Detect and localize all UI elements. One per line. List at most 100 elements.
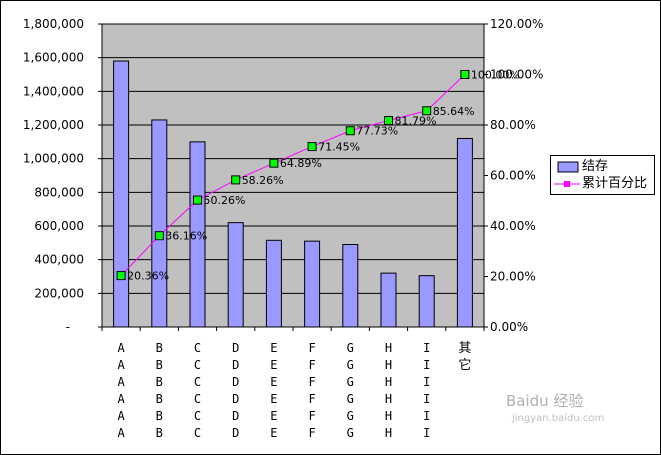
data-label: 50.26% (204, 194, 246, 207)
bar (418, 275, 435, 328)
bar (304, 240, 321, 328)
x-category-label: A (117, 358, 125, 372)
left-axis-tick-label: 800,000 (34, 185, 84, 199)
x-category-label: A (117, 409, 125, 423)
left-axis-tick-label: 1,000,000 (23, 152, 84, 166)
legend-item-cumulative: 累计百分比 (551, 175, 654, 193)
cumulative-marker (231, 175, 241, 185)
x-category-label: A (117, 392, 125, 406)
x-category-label: I (423, 426, 430, 440)
watermark-url: jingyan.baidu.com (512, 413, 605, 424)
x-category-label: F (308, 375, 315, 389)
x-category-label: C (194, 375, 201, 389)
x-category-label: D (232, 426, 239, 440)
legend-label-stock: 结存 (582, 159, 609, 174)
left-axis-tick-label: 200,000 (34, 286, 84, 300)
bar (189, 141, 206, 328)
x-category-label: H (385, 341, 392, 355)
x-category-label: I (423, 392, 430, 406)
x-category-label: D (232, 392, 239, 406)
right-axis-tick-label: 100.00% (490, 68, 543, 82)
x-category-label: I (423, 409, 430, 423)
left-axis-tick-label: 1,800,000 (23, 17, 84, 31)
legend-label-cumulative: 累计百分比 (582, 176, 648, 191)
x-category-label: 它 (458, 357, 471, 373)
bar (342, 244, 359, 328)
x-category-label: E (270, 358, 277, 372)
x-category-label: G (347, 375, 354, 389)
bar (113, 60, 130, 328)
cumulative-marker (345, 126, 355, 136)
data-label: 36.16% (165, 230, 207, 243)
data-label: 20.36% (127, 270, 169, 283)
bar (456, 137, 473, 328)
data-label: 58.26% (242, 174, 284, 187)
x-category-label: B (156, 426, 163, 440)
left-axis-tick-label: 600,000 (34, 219, 84, 233)
data-label: 77.73% (356, 125, 398, 138)
right-axis-tick-label: 20.00% (490, 270, 536, 284)
x-category-label: F (308, 392, 315, 406)
cumulative-marker (307, 142, 317, 152)
cumulative-marker (460, 70, 470, 79)
x-category-label: C (194, 409, 201, 423)
x-category-label: G (347, 358, 354, 372)
watermark: Baidu 经验 jingyan.baidu.com (506, 392, 604, 428)
left-axis-tick-label: 400,000 (34, 253, 84, 267)
x-category-label: F (308, 426, 315, 440)
x-category-label: B (156, 392, 163, 406)
x-category-label: C (194, 358, 201, 372)
x-category-label: A (117, 375, 125, 389)
x-category-label: C (194, 426, 201, 440)
x-category-label: B (156, 341, 163, 355)
x-category-label: E (270, 409, 277, 423)
left-axis-tick-label: 1,400,000 (23, 84, 84, 98)
data-label: 71.45% (318, 141, 360, 154)
cumulative-marker (269, 158, 279, 168)
x-category-label: E (270, 426, 277, 440)
watermark-logo-text: Baidu 经验 (506, 392, 584, 410)
left-axis-tick-label: 1,600,000 (23, 51, 84, 65)
x-category-label: A (117, 341, 125, 355)
cumulative-marker (116, 271, 126, 281)
legend-line-swatch (554, 181, 580, 187)
bar (151, 119, 168, 328)
x-category-label: H (385, 358, 392, 372)
x-category-label: I (423, 375, 430, 389)
x-category-label: F (308, 341, 315, 355)
right-axis-tick-label: 80.00% (490, 118, 536, 132)
data-label: 100.00% (471, 69, 520, 82)
x-category-label: D (232, 358, 239, 372)
x-category-label: B (156, 358, 163, 372)
cumulative-marker (422, 106, 432, 116)
data-label: 64.89% (280, 157, 322, 170)
x-category-label: H (385, 426, 392, 440)
cumulative-marker (193, 195, 202, 205)
data-label: 81.79% (395, 114, 437, 127)
x-category-label: I (423, 358, 430, 372)
x-category-label: C (194, 341, 201, 355)
x-category-label: F (308, 358, 315, 372)
left-axis-tick-label: - (66, 320, 70, 334)
x-category-label: G (347, 409, 354, 423)
x-category-label: H (385, 392, 392, 406)
bar (227, 222, 244, 328)
right-axis-tick-label: 40.00% (490, 219, 536, 233)
legend: 结存 累计百分比 (550, 155, 655, 195)
x-category-label: G (347, 341, 354, 355)
left-axis-tick-label: 1,200,000 (23, 118, 84, 132)
x-category-label: 其 (458, 341, 471, 356)
x-category-label: E (270, 392, 277, 406)
legend-item-stock: 结存 (551, 158, 654, 176)
x-category-label: A (117, 426, 125, 440)
x-category-label: H (385, 375, 392, 389)
cumulative-line (120, 74, 466, 276)
bar (265, 239, 282, 328)
x-category-label: B (156, 375, 163, 389)
x-category-label: F (308, 409, 315, 423)
cumulative-marker (384, 115, 393, 125)
x-category-label: D (232, 341, 239, 355)
x-category-label: D (232, 375, 239, 389)
